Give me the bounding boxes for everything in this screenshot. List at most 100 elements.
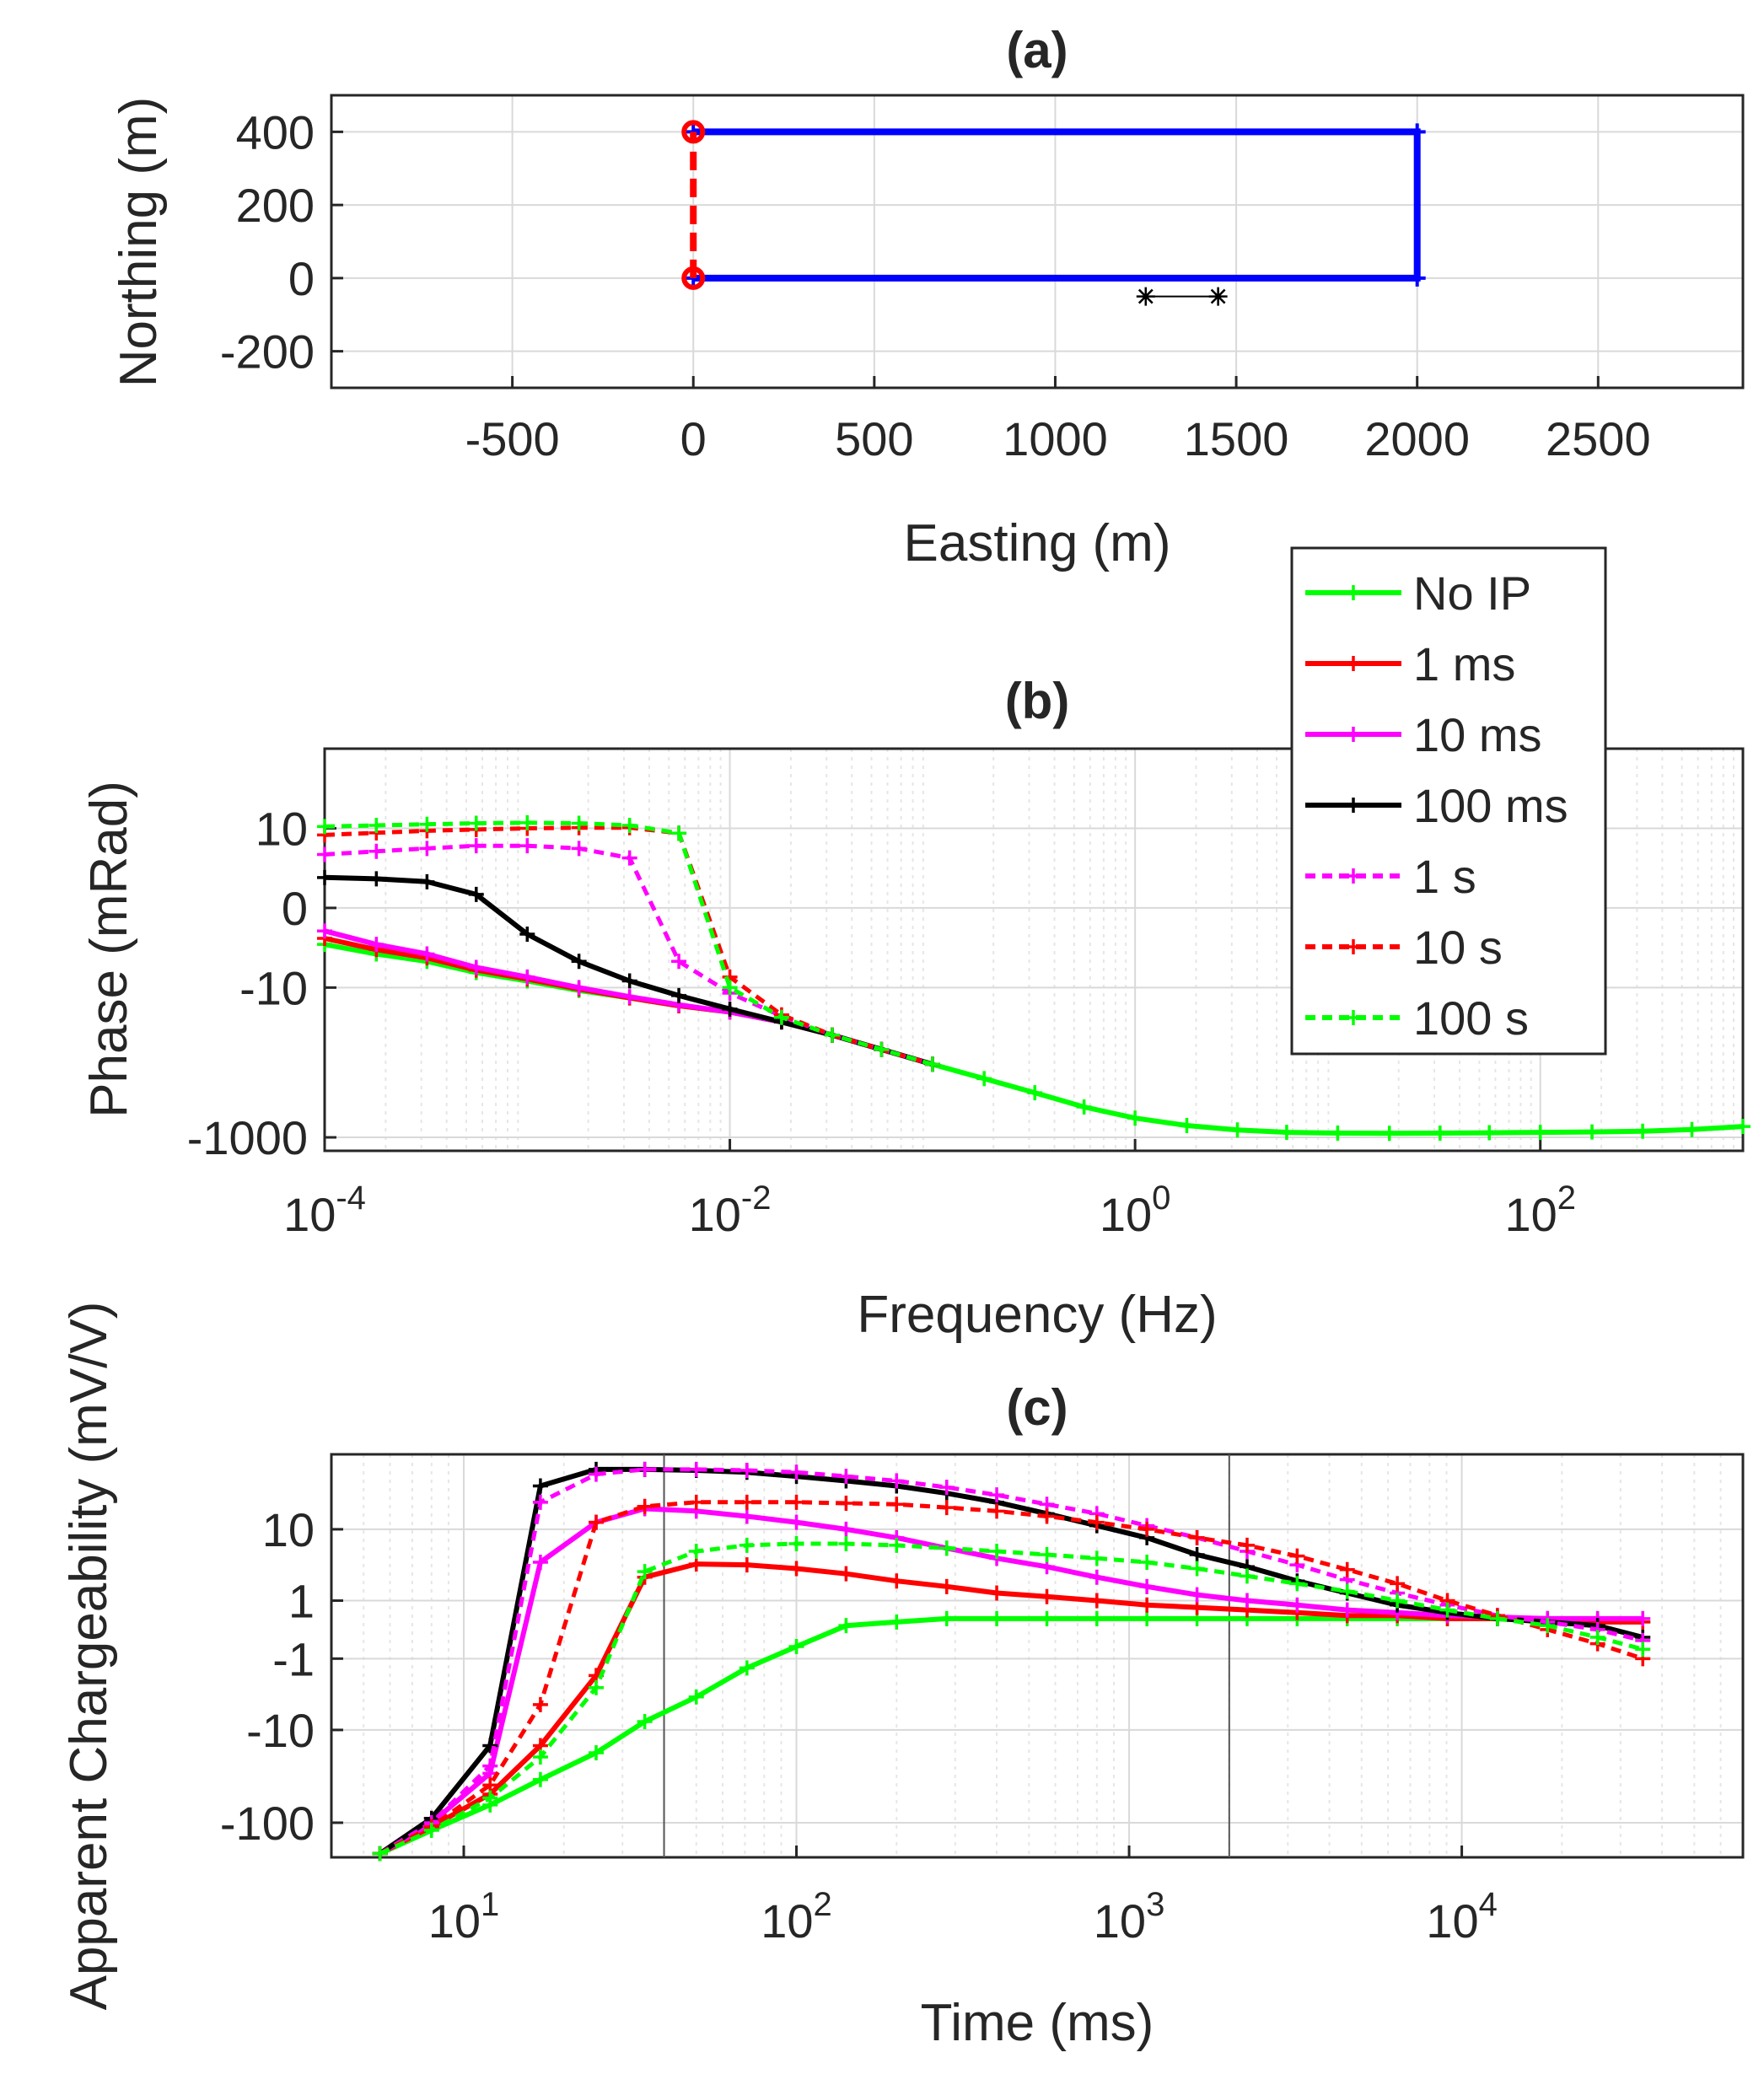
legend-item: 1 s <box>1305 850 1476 903</box>
b-data-point <box>419 816 435 832</box>
c-data-point <box>1289 1597 1305 1613</box>
c-series-100-s <box>372 1535 1651 1862</box>
c-series-line <box>379 1500 1643 1856</box>
c-data-point <box>1039 1610 1055 1626</box>
b-data-point <box>671 825 687 841</box>
b-data-point <box>368 818 385 834</box>
legend-label: 10 ms <box>1413 708 1542 761</box>
b-data-point <box>1330 1126 1346 1142</box>
b-data-point <box>722 1001 738 1017</box>
receiver-marker <box>1136 287 1155 306</box>
c-data-point <box>838 1566 854 1582</box>
c-data-point <box>788 1561 804 1577</box>
c-data-point <box>1540 1618 1556 1634</box>
legend-label: 10 s <box>1413 921 1503 974</box>
electrode-marker <box>681 266 706 290</box>
c-data-point <box>838 1618 854 1634</box>
c-data-point <box>482 1758 498 1774</box>
b-data-point <box>468 959 484 975</box>
c-data-point <box>938 1610 955 1626</box>
c-data-point <box>938 1480 955 1496</box>
c-data-point <box>423 1822 439 1838</box>
a-xtick-label: 1500 <box>1184 412 1289 465</box>
c-data-point <box>688 1461 704 1477</box>
c-data-point <box>588 1514 604 1530</box>
b-data-point <box>419 946 435 962</box>
panel-a-ylabel: Northing (m) <box>110 97 168 388</box>
c-data-point <box>1189 1547 1205 1562</box>
b-data-point <box>468 886 484 902</box>
c-series-line <box>379 1561 1643 1856</box>
c-data-point <box>637 1498 653 1514</box>
c-data-point <box>989 1610 1005 1626</box>
legend-item: 100 s <box>1305 991 1529 1045</box>
b-data-point <box>1127 1110 1143 1126</box>
c-data-point <box>372 1846 388 1862</box>
b-data-point <box>317 869 332 885</box>
legend-label: 100 ms <box>1413 779 1568 832</box>
b-ytick-label: 0 <box>282 882 308 935</box>
c-data-point <box>688 1494 704 1510</box>
b-ytick-label: -10 <box>239 961 308 1014</box>
c-data-point <box>532 1749 548 1765</box>
b-data-point <box>368 871 385 887</box>
b-data-point <box>317 923 332 939</box>
c-data-point <box>482 1777 498 1793</box>
c-ytick-label: 1 <box>288 1575 315 1628</box>
c-data-point <box>788 1535 804 1551</box>
panel-c-title: (c) <box>1006 1379 1068 1436</box>
c-data-point <box>938 1540 955 1556</box>
c-data-point <box>889 1573 905 1589</box>
c-data-point <box>1189 1587 1205 1603</box>
a-xtick-label: 2500 <box>1546 412 1651 465</box>
c-series-line <box>379 1467 1643 1856</box>
b-data-point <box>1381 1126 1397 1142</box>
loop-vertex-marker <box>1408 269 1426 287</box>
b-data-point <box>1735 1119 1751 1135</box>
legend-label: 1 s <box>1413 850 1476 903</box>
c-series-line <box>379 1466 1643 1856</box>
a-ytick-label: 400 <box>236 105 315 159</box>
b-xtick-label: 10-4 <box>283 1179 366 1241</box>
panel-b-xlabel: Frequency (Hz) <box>857 1286 1217 1344</box>
c-series-line <box>379 1541 1643 1856</box>
c-data-point <box>838 1521 854 1537</box>
b-data-point <box>1076 1099 1092 1115</box>
b-data-point <box>519 838 535 854</box>
b-xtick-label: 100 <box>1100 1179 1171 1241</box>
c-data-point <box>637 1713 653 1729</box>
c-data-point <box>1339 1583 1355 1599</box>
legend-item: No IP <box>1305 567 1531 620</box>
legend-marker <box>1346 868 1361 884</box>
a-xtick-label: 500 <box>835 412 913 465</box>
c-data-point <box>532 1555 548 1571</box>
c-data-point <box>1039 1547 1055 1562</box>
b-xtick-label: 10-2 <box>689 1179 772 1241</box>
c-data-point <box>688 1544 704 1560</box>
c-data-point <box>1289 1548 1305 1564</box>
c-data-point <box>1635 1641 1651 1658</box>
c-data-point <box>1139 1578 1155 1594</box>
b-data-point <box>621 973 637 989</box>
c-data-point <box>1139 1597 1155 1613</box>
c-data-point <box>1189 1529 1205 1545</box>
legend-item: 100 ms <box>1305 779 1568 832</box>
c-data-point <box>889 1537 905 1553</box>
a-ytick-label: 200 <box>236 179 315 232</box>
c-ytick-label: -100 <box>220 1797 315 1850</box>
c-data-point <box>1390 1593 1406 1609</box>
legend-marker <box>1346 798 1361 813</box>
panel-c-ylabel: Apparent Chargeability (mV/V) <box>60 1302 118 2011</box>
b-data-point <box>519 926 535 942</box>
c-data-point <box>838 1496 854 1512</box>
c-xtick-label: 104 <box>1426 1886 1498 1948</box>
c-data-point <box>1289 1576 1305 1592</box>
c-data-point <box>532 1478 548 1494</box>
c-data-point <box>688 1689 704 1705</box>
c-data-point <box>1139 1521 1155 1537</box>
b-data-point <box>468 838 484 854</box>
c-data-point <box>1039 1508 1055 1524</box>
c-data-point <box>1339 1602 1355 1618</box>
b-data-point <box>824 1027 840 1043</box>
